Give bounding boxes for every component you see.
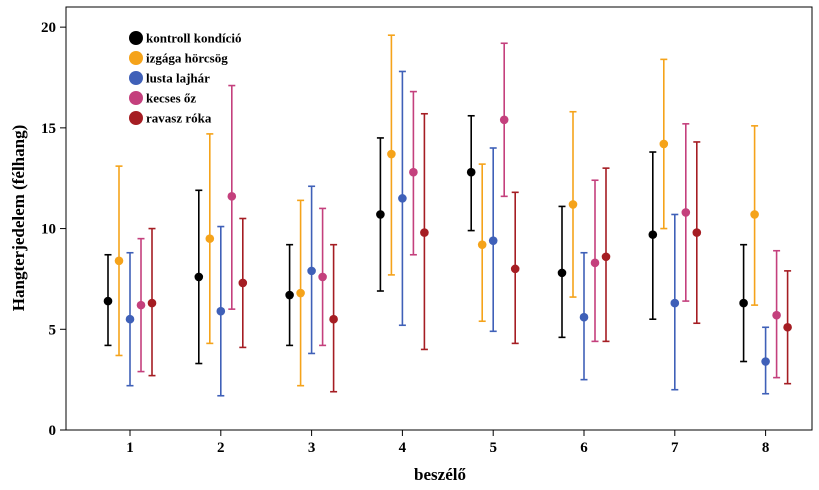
y-axis-title: Hangterjedelem (félhang) bbox=[9, 125, 28, 311]
legend-marker bbox=[129, 31, 143, 45]
y-tick-label: 20 bbox=[41, 20, 56, 36]
plot-frame bbox=[65, 6, 813, 431]
y-tick-label: 15 bbox=[41, 121, 56, 137]
mean-point bbox=[739, 298, 748, 308]
mean-point bbox=[761, 357, 770, 366]
mean-point bbox=[103, 296, 113, 306]
mean-point bbox=[670, 298, 680, 308]
mean-point bbox=[285, 290, 294, 300]
y-tick-label: 0 bbox=[49, 423, 57, 439]
mean-point bbox=[216, 306, 226, 316]
mean-point bbox=[398, 194, 407, 203]
mean-point bbox=[750, 210, 759, 219]
mean-point bbox=[557, 268, 567, 278]
legend-marker bbox=[129, 111, 143, 125]
series-1 bbox=[103, 114, 748, 365]
mean-point bbox=[125, 314, 135, 324]
mean-point bbox=[136, 300, 146, 310]
mean-point bbox=[648, 230, 658, 239]
legend: kontroll kondíció izgága hörcsög lusta laj… bbox=[129, 31, 241, 126]
mean-point bbox=[568, 200, 578, 209]
x-tick-label: 1 bbox=[126, 440, 134, 456]
mean-point bbox=[659, 139, 669, 149]
mean-point bbox=[510, 264, 520, 274]
mean-point bbox=[114, 256, 124, 266]
legend-marker bbox=[129, 71, 143, 85]
x-tick-label: 6 bbox=[580, 440, 588, 456]
y-tick-label: 10 bbox=[41, 222, 56, 238]
legend-label: ravasz róka bbox=[146, 111, 212, 126]
x-tick-label: 8 bbox=[762, 440, 770, 456]
x-tick-label: 2 bbox=[217, 440, 225, 456]
mean-point bbox=[387, 149, 396, 159]
mean-point bbox=[376, 210, 385, 219]
mean-point bbox=[499, 115, 509, 125]
legend-marker bbox=[129, 91, 143, 105]
x-axis-title: beszélő bbox=[414, 465, 466, 484]
mean-point bbox=[227, 192, 237, 201]
data-marks bbox=[103, 34, 792, 397]
y-tick-label: 5 bbox=[49, 322, 57, 338]
series-5 bbox=[147, 112, 792, 393]
mean-point bbox=[772, 310, 781, 320]
mean-point bbox=[466, 167, 476, 177]
series-3 bbox=[125, 70, 770, 397]
mean-point bbox=[420, 228, 429, 237]
series-4 bbox=[136, 42, 781, 379]
mean-point bbox=[318, 272, 327, 282]
legend-marker bbox=[129, 51, 143, 65]
mean-point bbox=[601, 252, 611, 262]
x-tick-label: 7 bbox=[671, 440, 679, 456]
axis-ticks: 0 5 10 15 20 1 2 3 4 5 6 7 8 bbox=[41, 20, 769, 456]
x-tick-label: 5 bbox=[489, 440, 497, 456]
mean-point bbox=[488, 236, 498, 245]
x-tick-label: 3 bbox=[308, 440, 316, 456]
legend-label: lusta lajhár bbox=[146, 71, 210, 86]
mean-point bbox=[205, 234, 215, 243]
mean-point bbox=[296, 288, 305, 298]
mean-point bbox=[681, 208, 691, 217]
mean-point bbox=[579, 312, 589, 322]
legend-label: kecses őz bbox=[146, 91, 196, 106]
mean-point bbox=[409, 167, 418, 177]
mean-point bbox=[477, 240, 487, 249]
mean-point bbox=[238, 278, 248, 288]
series-2 bbox=[114, 34, 759, 387]
legend-label: kontroll kondíció bbox=[146, 31, 241, 46]
mean-point bbox=[307, 266, 316, 276]
mean-point bbox=[194, 272, 204, 282]
mean-point bbox=[783, 322, 792, 332]
mean-point bbox=[692, 228, 702, 237]
mean-point bbox=[329, 314, 338, 324]
mean-point bbox=[590, 258, 600, 268]
legend-label: izgága hörcsög bbox=[146, 51, 228, 66]
x-tick-label: 4 bbox=[399, 440, 407, 456]
mean-point bbox=[147, 298, 157, 308]
